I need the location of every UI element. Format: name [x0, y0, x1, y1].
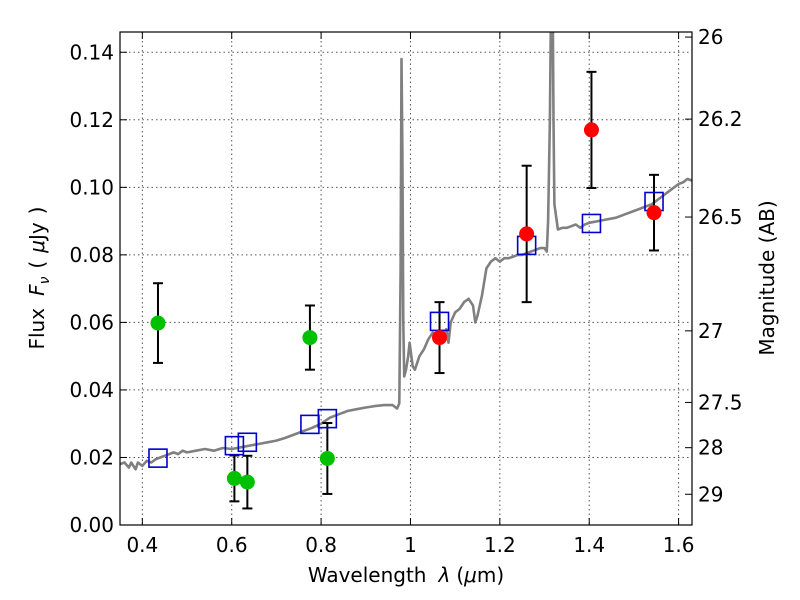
x-tick-label: 0.8 — [305, 533, 337, 557]
y-tick-label: 0.04 — [69, 378, 114, 402]
y-tick-label: 0.06 — [69, 310, 114, 334]
y-tick-label: 0.00 — [69, 513, 114, 537]
observed-point-red — [519, 226, 535, 242]
x-tick-label: 0.4 — [126, 533, 158, 557]
model-spectrum-line — [120, 32, 692, 471]
x-axis-label-symbol: λ — [437, 563, 450, 587]
model-spectrum-layer — [120, 32, 692, 471]
observed-point-green — [239, 474, 255, 490]
y-axis-label-unit-rest: Jy — [25, 222, 49, 242]
model-photometry-square — [317, 408, 338, 429]
observed-point-red — [583, 122, 599, 138]
observed-points-layer — [150, 122, 662, 490]
y2-tick-label: 27 — [698, 319, 723, 343]
x-tick-label: 1.2 — [484, 533, 516, 557]
x-axis-label: Wavelength λ (μm) — [308, 563, 504, 587]
plot-frame — [119, 31, 693, 526]
y-axis-label-text: Flux — [25, 308, 49, 350]
y2-tick-label: 26.2 — [698, 107, 743, 131]
model-photometry-square — [581, 213, 602, 234]
plot-background — [120, 32, 692, 525]
y-axis-label: Flux Fν ( μJy) — [25, 206, 53, 349]
x-tick-labels: 0.4 0.6 0.8 1 1.2 1.4 1.6 — [126, 533, 694, 557]
model-photometry-layer — [148, 191, 664, 468]
y-tick-label: 0.10 — [69, 175, 114, 199]
x-axis-label-unit-mu: μ — [463, 563, 477, 587]
y-axis-label-subscript: ν — [37, 276, 53, 284]
y2-tick-label: 29 — [698, 482, 723, 506]
grid-lines — [120, 32, 692, 526]
x-axis-label-unit-open: ( — [456, 563, 464, 587]
axis-ticks — [120, 32, 692, 526]
observed-point-green — [302, 330, 318, 346]
y-axis-label-unit-mu: μ — [25, 240, 49, 254]
y-tick-label: 0.08 — [69, 243, 114, 267]
observed-point-green — [319, 450, 335, 466]
x-tick-label: 1.6 — [663, 533, 695, 557]
model-photometry-square — [237, 432, 258, 453]
model-photometry-square — [148, 448, 168, 468]
y2-tick-label: 28 — [698, 436, 723, 460]
y-tick-label: 0.12 — [69, 108, 114, 132]
y2-tick-labels: 26 26.2 26.5 27 27.5 28 29 — [698, 25, 743, 506]
observed-point-red — [646, 205, 662, 221]
y-tick-labels: 0.00 0.02 0.04 0.06 0.08 0.10 0.12 0.14 — [69, 40, 114, 537]
y2-tick-label: 26.5 — [698, 205, 743, 229]
y-axis-label-symbol: F — [25, 284, 49, 296]
x-axis-label-text: Wavelength — [308, 563, 427, 587]
model-photometry-square — [224, 435, 245, 456]
x-tick-label: 1 — [404, 533, 417, 557]
x-axis-label-unit-rest: m) — [477, 563, 504, 587]
observed-point-green — [150, 315, 166, 331]
y-axis-label-unit-open: ( — [25, 261, 49, 269]
y2-axis-label: Magnitude (AB) — [755, 200, 779, 355]
y-tick-label: 0.02 — [69, 445, 114, 469]
observed-point-red — [432, 330, 448, 346]
x-tick-label: 1.4 — [573, 533, 605, 557]
y-axis-label-unit-close: ) — [25, 206, 49, 214]
x-tick-label: 0.6 — [216, 533, 248, 557]
y-tick-label: 0.14 — [69, 40, 114, 64]
y2-tick-label: 27.5 — [698, 390, 743, 414]
y2-tick-label: 26 — [698, 25, 723, 49]
observed-point-green — [226, 470, 242, 486]
